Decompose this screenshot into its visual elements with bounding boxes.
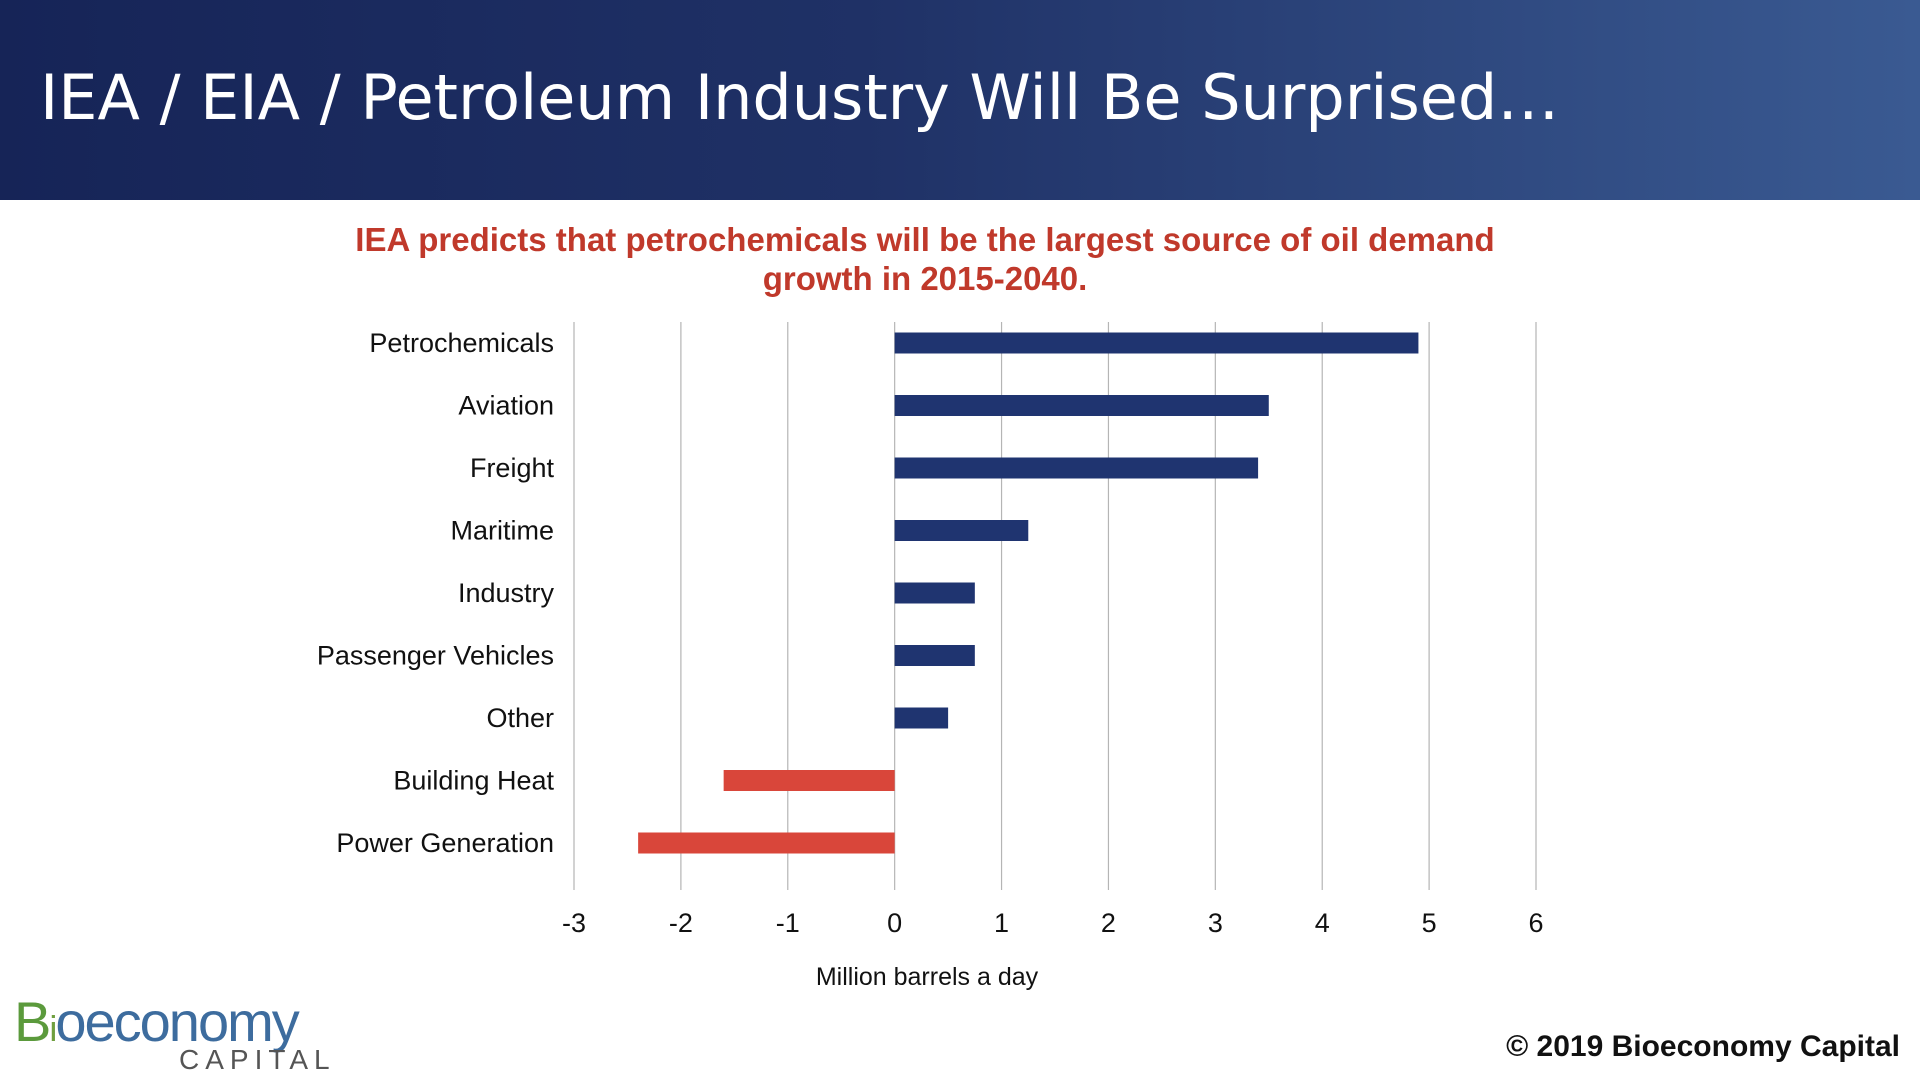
bar-aviation <box>894 395 1269 416</box>
slide-title: IEA / EIA / Petroleum Industry Will Be S… <box>40 61 1560 134</box>
logo-word-rest: oeconomy <box>55 990 299 1053</box>
category-label-other: Other <box>486 703 554 733</box>
x-tick-label-6: 3 <box>1208 908 1223 938</box>
x-tick-label-8: 5 <box>1422 908 1437 938</box>
x-tick-label-7: 4 <box>1315 908 1330 938</box>
bar-industry <box>894 582 975 604</box>
x-tick-label-2: -1 <box>776 908 800 938</box>
header-banner: IEA / EIA / Petroleum Industry Will Be S… <box>0 0 1920 200</box>
bar-freight <box>894 457 1259 479</box>
category-label-power-generation: Power Generation <box>336 828 554 858</box>
logo-subtitle: CAPITAL <box>179 1044 336 1075</box>
category-label-industry: Industry <box>458 578 555 608</box>
chart-title: IEA predicts that petrochemicals will be… <box>355 221 1495 297</box>
x-tick-label-4: 1 <box>994 908 1009 938</box>
x-tick-label-3: 0 <box>887 908 902 938</box>
category-label-building-heat: Building Heat <box>393 766 554 796</box>
category-label-freight: Freight <box>470 453 555 483</box>
x-tick-label-9: 6 <box>1528 908 1543 938</box>
category-label-aviation: Aviation <box>458 391 554 421</box>
x-axis-ticks: -3 -2 -1 0 1 2 3 4 5 6 <box>562 908 1544 938</box>
category-label-maritime: Maritime <box>450 516 554 546</box>
bar-other <box>894 707 949 729</box>
bar-petrochemicals <box>894 332 1419 354</box>
x-axis-label: Million barrels a day <box>816 963 1039 991</box>
copyright-notice: © 2019 Bioeconomy Capital <box>1506 1030 1900 1063</box>
x-tick-label-1: -2 <box>669 908 693 938</box>
logo-dna-i: i <box>49 1008 57 1049</box>
x-tick-label-5: 2 <box>1101 908 1116 938</box>
logo-wordmark: Bioeconomy <box>14 990 300 1061</box>
bar-building-heat <box>723 770 895 791</box>
bar-power-generation <box>638 832 895 854</box>
gridlines <box>573 322 1537 890</box>
bar-passenger-vehicles <box>894 645 975 666</box>
bioeconomy-capital-logo: Bioeconomy CAPITAL <box>14 990 374 1076</box>
logo-letter-b: B <box>14 990 51 1053</box>
category-label-passenger-vehicles: Passenger Vehicles <box>317 641 554 671</box>
bar-maritime <box>894 520 1029 541</box>
bars <box>638 332 1419 854</box>
x-tick-label-0: -3 <box>562 908 586 938</box>
category-label-petrochemicals: Petrochemicals <box>369 328 554 358</box>
category-labels: Petrochemicals Aviation Freight Maritime Ind… <box>317 328 555 858</box>
